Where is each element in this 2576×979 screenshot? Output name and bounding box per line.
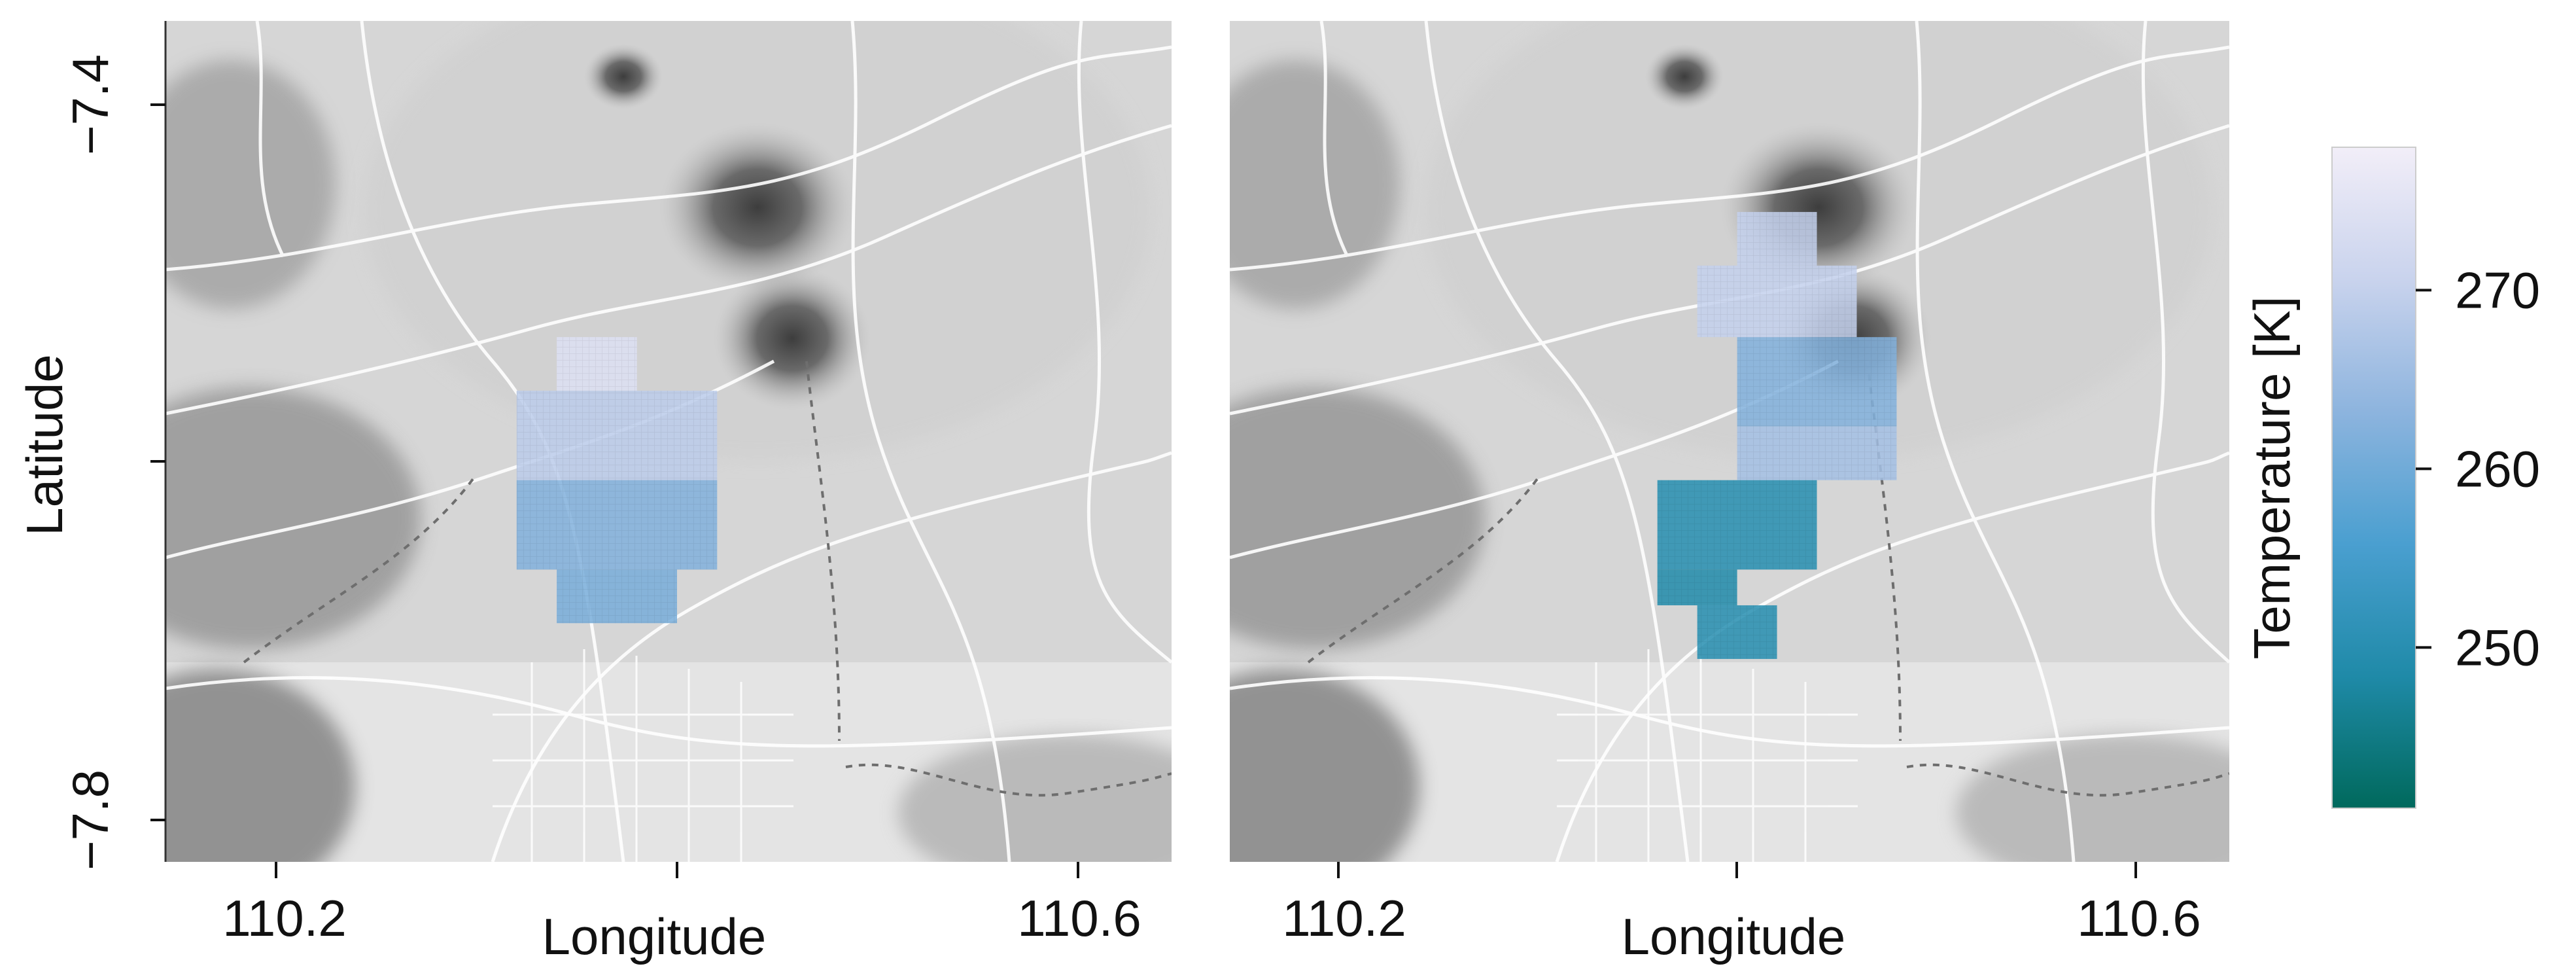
x-tick-label: 110.6 xyxy=(1017,889,1141,947)
map-panel-left xyxy=(165,21,1172,862)
x-tick-label: 110.2 xyxy=(222,889,346,947)
x-axis-label: Longitude xyxy=(542,908,767,965)
map-panel-right xyxy=(1230,21,2229,862)
temperature-cells-left xyxy=(516,337,718,624)
x-tick-label: 110.6 xyxy=(2077,889,2201,947)
y-tick-label: −7.4 xyxy=(61,54,119,155)
colorbar-label: Temperature [K] xyxy=(2243,296,2301,660)
temperature-cell-texture xyxy=(1737,426,1897,480)
temperature-cells-right xyxy=(1657,211,1897,659)
basemap-left xyxy=(165,21,1172,862)
temperature-cell-texture xyxy=(1737,337,1897,427)
temperature-cell-texture xyxy=(1737,211,1817,266)
temperature-cell-texture xyxy=(557,337,637,391)
colorbar: 270 260 250 Temperature [K] xyxy=(2243,147,2540,809)
temperature-cell-texture xyxy=(1697,605,1777,659)
colorbar-bar xyxy=(2331,147,2416,809)
temperature-cell-texture xyxy=(516,480,718,570)
temperature-cell-texture xyxy=(1657,480,1817,570)
y-axis-label: Latitude xyxy=(16,354,73,536)
colorbar-tick-label: 250 xyxy=(2455,618,2540,676)
temperature-cell-texture xyxy=(1657,569,1737,605)
y-axis: −7.4 −7.8 Latitude xyxy=(16,21,167,870)
x-axis-label: Longitude xyxy=(1622,908,1846,965)
y-tick-label: −7.8 xyxy=(61,770,119,870)
x-tick-label: 110.2 xyxy=(1282,889,1406,947)
basemap-right xyxy=(1230,21,2229,862)
colorbar-tick-label: 260 xyxy=(2455,440,2540,497)
colorbar-tick-label: 270 xyxy=(2455,261,2540,319)
temperature-cell-texture xyxy=(557,569,677,624)
x-axis-right: 110.2 110.6 Longitude xyxy=(1282,862,2201,965)
temperature-cell-texture xyxy=(516,391,718,480)
temperature-cell-texture xyxy=(1697,265,1857,338)
colorbar-ticks: 270 260 250 xyxy=(2416,261,2540,676)
x-axis-left: 110.2 110.6 Longitude xyxy=(222,862,1141,965)
